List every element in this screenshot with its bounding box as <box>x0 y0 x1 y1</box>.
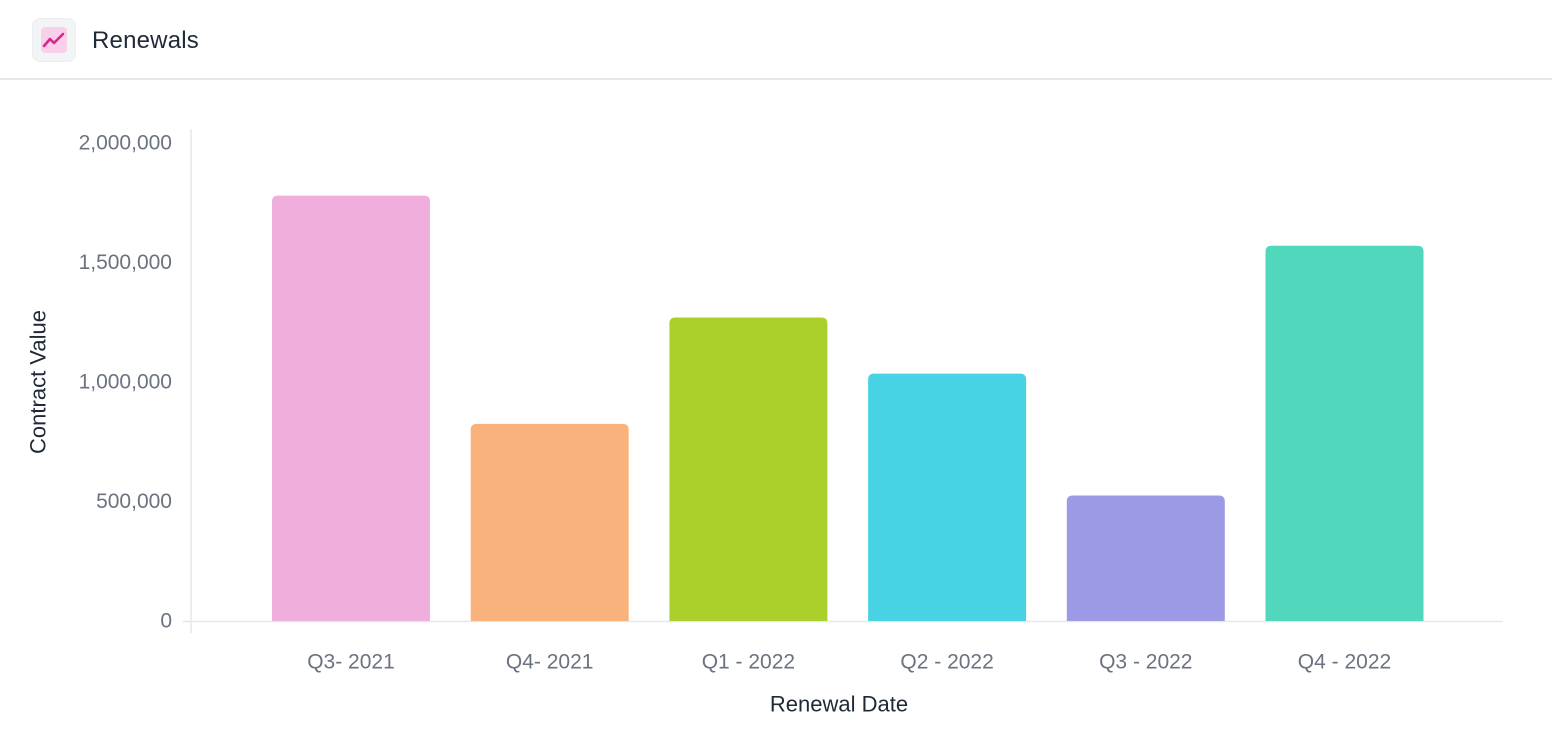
y-tick-labels: 0 500,000 1,000,000 1,500,000 2,000,000 <box>79 132 172 633</box>
trend-line-icon-glyph <box>42 32 65 48</box>
x-tick-label: Q2 - 2022 <box>900 651 993 674</box>
bars <box>272 195 1424 621</box>
trend-line-icon <box>32 18 76 62</box>
y-tick-label: 1,500,000 <box>79 251 172 274</box>
y-axis-title: Contract Value <box>26 310 51 454</box>
trend-line-icon-background <box>41 27 67 53</box>
x-tick-label: Q4 - 2022 <box>1298 651 1391 674</box>
bar[interactable] <box>272 195 430 621</box>
x-axis-title: Renewal Date <box>770 692 908 717</box>
y-tick-label: 500,000 <box>96 490 172 513</box>
chart-title: Renewals <box>92 27 199 54</box>
x-tick-label: Q3- 2021 <box>307 651 395 674</box>
chart-header: Renewals <box>0 0 1552 80</box>
bar[interactable] <box>1265 245 1424 621</box>
x-tick-label: Q4- 2021 <box>506 651 594 674</box>
bar[interactable] <box>470 423 629 621</box>
y-tick-label: 2,000,000 <box>79 132 172 155</box>
bar[interactable] <box>868 373 1027 621</box>
y-tick-label: 1,000,000 <box>79 371 172 394</box>
x-tick-labels: Q3- 2021 Q4- 2021 Q1 - 2022 Q2 - 2022 Q3 - 2… <box>307 651 1391 674</box>
y-tick-label: 0 <box>160 610 172 633</box>
x-tick-label: Q3 - 2022 <box>1099 651 1192 674</box>
bar[interactable] <box>669 317 828 621</box>
bar[interactable] <box>1066 495 1225 621</box>
x-tick-label: Q1 - 2022 <box>702 651 795 674</box>
